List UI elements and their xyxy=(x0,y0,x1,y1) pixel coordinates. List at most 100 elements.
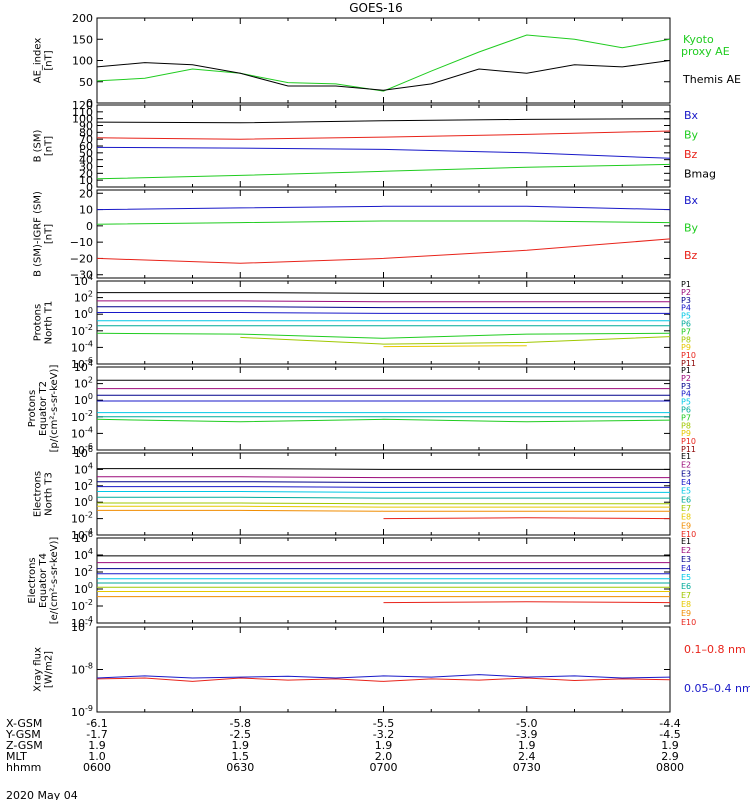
legend-entry: E8 xyxy=(681,600,691,609)
series-line-P8 xyxy=(240,336,671,345)
y-tick-label: −10 xyxy=(70,236,93,249)
y-axis-label-line: Protons xyxy=(33,304,44,341)
series-line-E7 xyxy=(97,502,670,505)
y-axis-label: Electrons North T3 xyxy=(33,471,55,517)
series-line-E4 xyxy=(97,486,670,488)
y-tick-label: 106 xyxy=(74,530,93,545)
legend-entry: E10 xyxy=(681,530,696,539)
orbit-table: X-GSM -6.1 -5.8 -5.5 -5.0 -4.4 Y-GSM -1.7 -2.5 -3… xyxy=(5,717,684,774)
series-line-Bmag xyxy=(96,118,671,124)
legend-entry: P4 xyxy=(681,304,691,313)
y-axis-label-line: [nT] xyxy=(44,50,55,70)
orbit-value: -3.9 xyxy=(516,728,537,741)
legend-entry: P9 xyxy=(681,429,691,438)
y-tick-label: 100 xyxy=(72,113,93,126)
panel-frame xyxy=(96,626,671,713)
series-line-Bx xyxy=(96,205,671,211)
orbit-row-label: Y-GSM xyxy=(5,728,41,741)
orbit-row-label: X-GSM xyxy=(6,717,42,730)
series-line-By xyxy=(96,163,671,180)
orbit-row-label: Z-GSM xyxy=(6,739,43,752)
series-line-E1 xyxy=(97,468,670,470)
legend-entry: P11 xyxy=(681,445,696,454)
legend-entry: E9 xyxy=(681,521,691,530)
y-axis-label-line: Equator T2 xyxy=(38,381,49,436)
y-tick-label: 10-2 xyxy=(71,511,93,526)
y-axis-label-line: North T1 xyxy=(44,301,55,345)
legend-entry: 0.05–0.4 nm xyxy=(684,682,750,695)
y-axis-label: Protons Equator T2 [p/(cm²-s-sr-keV)] xyxy=(27,365,60,453)
y-axis-label-line: Electrons xyxy=(33,471,44,517)
y-tick-label: 10 xyxy=(79,204,93,217)
y-tick-label: 10-4 xyxy=(71,425,93,440)
y-axis-label: Electrons Equator T4 [e/(cm²-s-sr-keV)] xyxy=(27,537,60,625)
y-tick-label: −30 xyxy=(70,269,93,282)
legend-entry: E7 xyxy=(681,504,691,513)
y-tick-label: 20 xyxy=(79,167,93,180)
y-tick-label: 100 xyxy=(74,306,93,321)
panel-frame xyxy=(96,189,671,279)
legend-entry: E6 xyxy=(681,495,691,504)
panel-frame xyxy=(96,537,671,624)
orbit-value: -3.2 xyxy=(373,728,394,741)
panel-3: 20 10 0 −10 −20 −30 B (SM)-IGRF (SM) [nT] Bx By Bz xyxy=(33,187,699,281)
y-axis-label-line: Equator T4 xyxy=(38,553,49,608)
series-line-P4 xyxy=(97,312,670,314)
orbit-value: 0600 xyxy=(83,761,111,774)
orbit-value: -4.4 xyxy=(659,717,680,730)
orbit-value: 0630 xyxy=(226,761,254,774)
legend-entry: By xyxy=(684,222,699,235)
y-axis-label-line: B (SM)-IGRF (SM) xyxy=(33,191,44,277)
series-line-0.05-0.4 nm xyxy=(96,674,671,679)
panel-frame xyxy=(96,104,671,188)
legend-entry: E5 xyxy=(681,573,691,582)
orbit-value: 0700 xyxy=(370,761,398,774)
series-line-E3 xyxy=(97,481,670,483)
y-tick-label: 10-7 xyxy=(71,619,93,634)
legend-entry: P7 xyxy=(681,413,691,422)
orbit-value: 1.9 xyxy=(232,739,250,752)
y-axis-label-line: Electrons xyxy=(27,557,38,603)
y-tick-label: 102 xyxy=(74,564,93,579)
y-tick-label: 100 xyxy=(72,55,93,68)
orbit-value: 1.9 xyxy=(661,739,679,752)
series-line-P1 xyxy=(97,292,670,294)
series-line-E2 xyxy=(97,476,670,479)
series-line-P7 xyxy=(96,418,671,423)
y-tick-label: 30 xyxy=(79,161,93,174)
legend-entry: P5 xyxy=(681,398,691,407)
orbit-value: -6.1 xyxy=(86,717,107,730)
y-tick-label: 110 xyxy=(72,106,93,119)
legend-entry: E4 xyxy=(681,564,691,573)
y-axis-label-line: [nT] xyxy=(44,224,55,244)
series-line-Themis AE xyxy=(96,60,671,91)
legend-entry: E4 xyxy=(681,478,691,487)
legend-entry: E1 xyxy=(681,537,691,546)
y-tick-label: 0 xyxy=(86,220,93,233)
legend-entry: P2 xyxy=(681,374,691,383)
y-axis-label-line: [e/(cm²-s-sr-keV)] xyxy=(49,537,60,625)
series-line-Kyoto proxy AE xyxy=(96,34,671,92)
y-tick-label: 10-8 xyxy=(71,662,93,677)
y-axis-label-line: North T3 xyxy=(44,472,55,516)
y-tick-label: 10 xyxy=(79,174,93,187)
orbit-value: -5.5 xyxy=(373,717,394,730)
y-tick-label: 104 xyxy=(74,273,93,288)
y-axis-label: B (SM) [nT] xyxy=(33,129,55,162)
legend-entry: P11 xyxy=(681,359,696,368)
y-tick-label: 102 xyxy=(74,290,93,305)
y-tick-label: 40 xyxy=(79,154,93,167)
date-label: 2020 May 04 xyxy=(6,789,78,800)
series-line-Bz xyxy=(96,238,671,264)
y-tick-label: 106 xyxy=(74,445,93,460)
legend-entry: Bz xyxy=(684,148,698,161)
legend-entry: proxy AE xyxy=(681,45,730,58)
legend-entry: E3 xyxy=(681,469,691,478)
legend-entry: E10 xyxy=(681,618,696,627)
orbit-value: 0800 xyxy=(656,761,684,774)
y-tick-label: 0 xyxy=(86,97,93,110)
